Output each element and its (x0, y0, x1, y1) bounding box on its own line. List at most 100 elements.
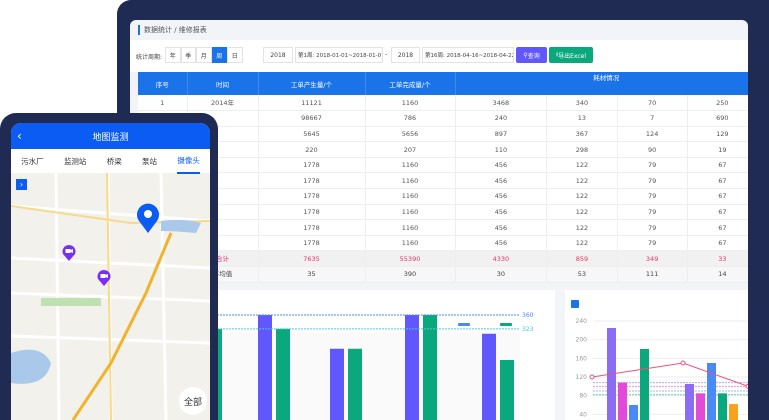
table-cell: 5645 (258, 126, 366, 143)
phone-header: ‹ 地图监测 (11, 123, 210, 149)
table-cell: 129 (687, 126, 748, 143)
period-label: 统计周期: (136, 54, 163, 61)
period-3[interactable]: 周 (211, 47, 227, 63)
table-cell: 1160 (365, 235, 456, 252)
table-cell: 1160 (365, 172, 456, 190)
table-row: 5645 5656 897 367 124 129 (138, 126, 748, 143)
period-0[interactable]: 年 (165, 47, 181, 63)
range-sep: - (385, 51, 388, 58)
legend-swatch (500, 323, 512, 326)
reference-label: 360 (522, 312, 534, 319)
table-cell: 1778 (258, 157, 366, 174)
report-panel: 数据统计 / 维修报表 统计周期: 年季月周日 2018 第1周: 2018-0… (130, 20, 748, 420)
table-row: 220 207 110 298 90 19 (138, 141, 748, 158)
query-label: 查询 (527, 52, 540, 60)
table-cell: 67 (687, 204, 748, 221)
table-cell: 240 (455, 110, 548, 127)
table-cell: 67 (687, 219, 748, 236)
y-tick: 120 (576, 374, 588, 381)
y-tick: 80 (579, 393, 587, 400)
bar (718, 393, 727, 420)
legend-swatch (458, 323, 470, 326)
table-cell: 1160 (365, 95, 456, 112)
period-4[interactable]: 日 (227, 47, 243, 63)
map[interactable] (11, 173, 210, 420)
table-row: 1778 1160 456 122 79 67 (138, 188, 748, 205)
phone-tab-4[interactable]: 摄像头 (177, 149, 200, 174)
table-cell: 122 (546, 219, 618, 236)
table-cell: 124 (617, 126, 688, 143)
table-cell: 367 (546, 126, 618, 143)
table-cell: 19 (687, 141, 748, 158)
phone-tab-0[interactable]: 污水厂 (21, 156, 44, 166)
bar (640, 349, 649, 420)
table-cell: 456 (455, 204, 548, 221)
table-cell: 79 (617, 235, 688, 252)
end-year[interactable]: 2018 (391, 47, 420, 63)
export-label: 导出Excel (558, 52, 586, 60)
table-cell: 250 (687, 95, 748, 112)
table-cell: 70 (617, 95, 688, 112)
bar (258, 315, 272, 420)
table-cell: 220 (258, 141, 366, 158)
table-row: 98667 786 240 13 7 690 (138, 110, 748, 127)
y-tick: 160 (576, 355, 588, 362)
table-cell: 456 (455, 157, 548, 174)
table-cell: 67 (687, 157, 748, 174)
expand-panel-button[interactable]: › (16, 179, 27, 190)
location-pin-icon[interactable] (136, 203, 160, 235)
chart-icon (571, 300, 579, 308)
start-year[interactable]: 2018 (263, 47, 293, 63)
table-cell: 456 (455, 219, 548, 236)
report-table: 序号 时间 工单产生量/个 工单完成量/个 耗材情况 1 2014年 11121 11… (138, 72, 748, 283)
table-row: 合计 7635 55390 4330 859 349 33 (138, 250, 748, 268)
y-tick: 200 (576, 337, 588, 344)
table-cell: 122 (546, 235, 618, 252)
table-cell: 90 (617, 141, 688, 158)
back-icon[interactable]: ‹ (17, 129, 22, 143)
table-cell: 7635 (258, 250, 366, 268)
table-cell: 79 (617, 188, 688, 205)
phone-tab-2[interactable]: 桥梁 (106, 156, 122, 166)
table-cell: 55390 (365, 250, 456, 268)
trend-point (589, 374, 595, 380)
phone-tab-3[interactable]: 泵站 (142, 156, 158, 166)
table-cell: 79 (617, 157, 688, 174)
trend-point (680, 360, 686, 366)
table-cell: 4330 (455, 250, 548, 268)
show-all-button[interactable]: 全部 (179, 387, 207, 415)
table-cell: 122 (546, 204, 618, 221)
period-1[interactable]: 季 (180, 47, 196, 63)
end-week[interactable]: 第16周: 2018-04-16~2018-04-22 (422, 47, 514, 63)
table-cell: 897 (455, 126, 548, 143)
bar (618, 382, 627, 420)
bar (685, 384, 694, 420)
table-cell: 1778 (258, 235, 366, 252)
camera-pin-icon[interactable] (62, 244, 76, 262)
camera-pin-icon[interactable] (97, 269, 111, 287)
period-2[interactable]: 月 (196, 47, 212, 63)
table-cell: 1778 (258, 204, 366, 221)
table-row: 1778 1160 456 122 79 67 (138, 172, 748, 190)
table-cell: 53 (546, 266, 618, 283)
bar (330, 348, 344, 420)
query-button[interactable]: ⚲ 查询 (516, 47, 547, 63)
table-row: 1778 1160 456 122 79 67 (138, 204, 748, 221)
table-cell: 1160 (365, 188, 456, 205)
bar (707, 363, 716, 420)
table-cell: 5656 (365, 126, 456, 143)
table-cell: 79 (617, 172, 688, 190)
col-created: 工单产生量/个 (258, 72, 366, 95)
export-button[interactable]: ⭳ 导出Excel (549, 47, 593, 63)
col-materials: 耗材情况 (455, 72, 748, 95)
col-completed: 工单完成量/个 (365, 72, 456, 95)
table-cell: 122 (546, 157, 618, 174)
material-chart-card: 240 200 160 120 80 40 (565, 290, 748, 420)
phone-title: 地图监测 (92, 132, 129, 143)
start-week[interactable]: 第1周: 2018-01-01~2018-01-07 (295, 47, 383, 63)
table-cell: 7 (617, 110, 688, 127)
phone-tab-1[interactable]: 监测站 (63, 156, 87, 166)
bar (729, 404, 738, 420)
table-cell: 456 (455, 235, 548, 252)
col-index: 序号 (138, 72, 188, 95)
